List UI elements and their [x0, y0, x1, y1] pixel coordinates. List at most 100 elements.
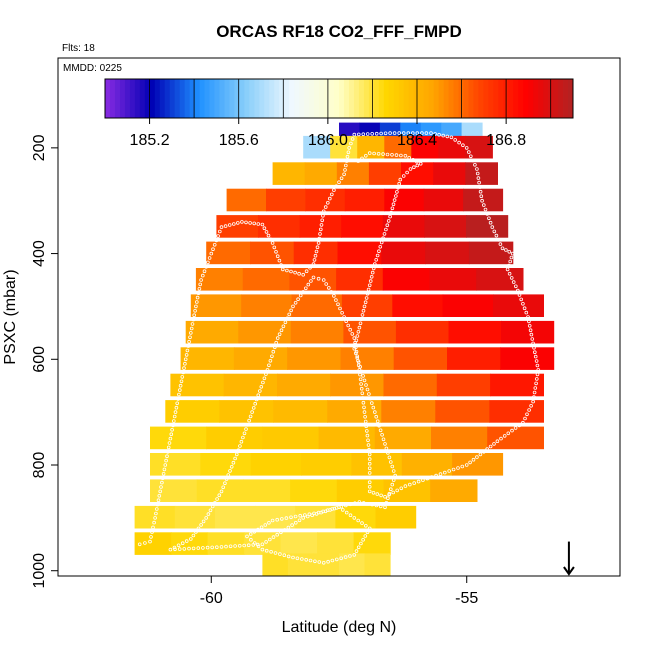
- track-point: [148, 539, 152, 544]
- heatmap-cell: [171, 532, 209, 555]
- track-point: [536, 368, 541, 372]
- track-point: [152, 520, 156, 525]
- colorbar-segment: [114, 79, 121, 118]
- track-point: [488, 444, 493, 449]
- track-point: [375, 492, 380, 496]
- colorbar-segment: [219, 79, 225, 118]
- track-point: [360, 156, 364, 161]
- heatmap-cell: [436, 373, 491, 397]
- colorbar-segment: [408, 79, 415, 118]
- track-point: [488, 220, 493, 225]
- track-point: [412, 165, 416, 170]
- track-point: [490, 225, 495, 229]
- colorbar-segment: [234, 79, 240, 118]
- track-point: [492, 442, 496, 446]
- track-point: [318, 232, 322, 236]
- track-point: [370, 502, 375, 507]
- track-point: [254, 397, 259, 402]
- heatmap-cell: [452, 453, 504, 476]
- track-point: [367, 392, 371, 396]
- track-point: [367, 461, 372, 466]
- colorbar-segment: [309, 79, 315, 118]
- track-point: [367, 471, 372, 475]
- track-point: [173, 410, 178, 414]
- colorbar-segment: [289, 79, 295, 118]
- track-point: [189, 537, 193, 541]
- track-point: [206, 260, 210, 265]
- heatmap-cell: [185, 320, 239, 344]
- track-point: [356, 132, 361, 137]
- track-point: [259, 384, 264, 389]
- track-point: [364, 424, 369, 429]
- heatmap-cell: [207, 532, 245, 555]
- colorbar-segment: [294, 79, 300, 118]
- heatmap-cell: [343, 320, 397, 344]
- track-point: [528, 328, 533, 333]
- track-point: [211, 247, 215, 252]
- track-point: [429, 475, 434, 479]
- colorbar-segment: [483, 79, 489, 118]
- heatmap-cell: [465, 162, 498, 185]
- heatmap-cell: [206, 426, 263, 450]
- track-point: [521, 420, 525, 425]
- track-point: [194, 304, 198, 309]
- track-point: [241, 435, 245, 440]
- track-point: [383, 505, 387, 510]
- track-point: [487, 216, 491, 221]
- track-point: [321, 560, 326, 565]
- heatmap-cell: [435, 400, 490, 423]
- track-point: [485, 447, 490, 451]
- track-point: [365, 530, 370, 534]
- track-point: [189, 326, 194, 331]
- track-point: [309, 279, 313, 283]
- track-point: [223, 224, 228, 228]
- track-point: [365, 291, 370, 296]
- track-point: [299, 557, 304, 561]
- track-point: [326, 286, 331, 290]
- track-point: [412, 481, 417, 485]
- track-point: [320, 218, 325, 223]
- track-point: [252, 221, 257, 226]
- track-point: [367, 457, 372, 461]
- track-point: [238, 444, 242, 448]
- track-point: [195, 300, 199, 304]
- track-point: [197, 286, 202, 291]
- track-point: [206, 512, 211, 516]
- heatmap-cell: [262, 426, 320, 450]
- colorbar-segment: [558, 79, 564, 118]
- track-point: [388, 460, 393, 464]
- track-point: [321, 278, 326, 282]
- track-point: [406, 131, 411, 135]
- colorbar-segment: [513, 79, 519, 118]
- track-point: [438, 472, 443, 476]
- track-point: [297, 271, 301, 276]
- track-point: [401, 131, 406, 135]
- track-point: [350, 332, 355, 336]
- track-point: [301, 272, 306, 277]
- track-point: [279, 517, 284, 521]
- track-point: [150, 530, 154, 534]
- track-point: [361, 374, 365, 378]
- track-point: [358, 372, 362, 377]
- track-point: [451, 467, 456, 472]
- track-point: [355, 334, 360, 338]
- track-point: [525, 412, 529, 417]
- track-point: [308, 558, 313, 563]
- colorbar-segment: [353, 79, 360, 118]
- track-point: [257, 389, 262, 393]
- track-point: [534, 359, 539, 363]
- track-point: [363, 534, 368, 538]
- track-point: [386, 451, 390, 455]
- track-point: [382, 232, 387, 236]
- track-point: [240, 220, 244, 224]
- track-point: [379, 493, 383, 498]
- colorbar-segment: [139, 79, 146, 118]
- track-point: [495, 439, 500, 444]
- track-point: [356, 360, 361, 365]
- colorbar-segment: [329, 79, 335, 118]
- track-point: [210, 504, 215, 509]
- track-point: [399, 486, 404, 491]
- colorbar-segment: [438, 79, 444, 118]
- heatmap-cell: [303, 135, 331, 159]
